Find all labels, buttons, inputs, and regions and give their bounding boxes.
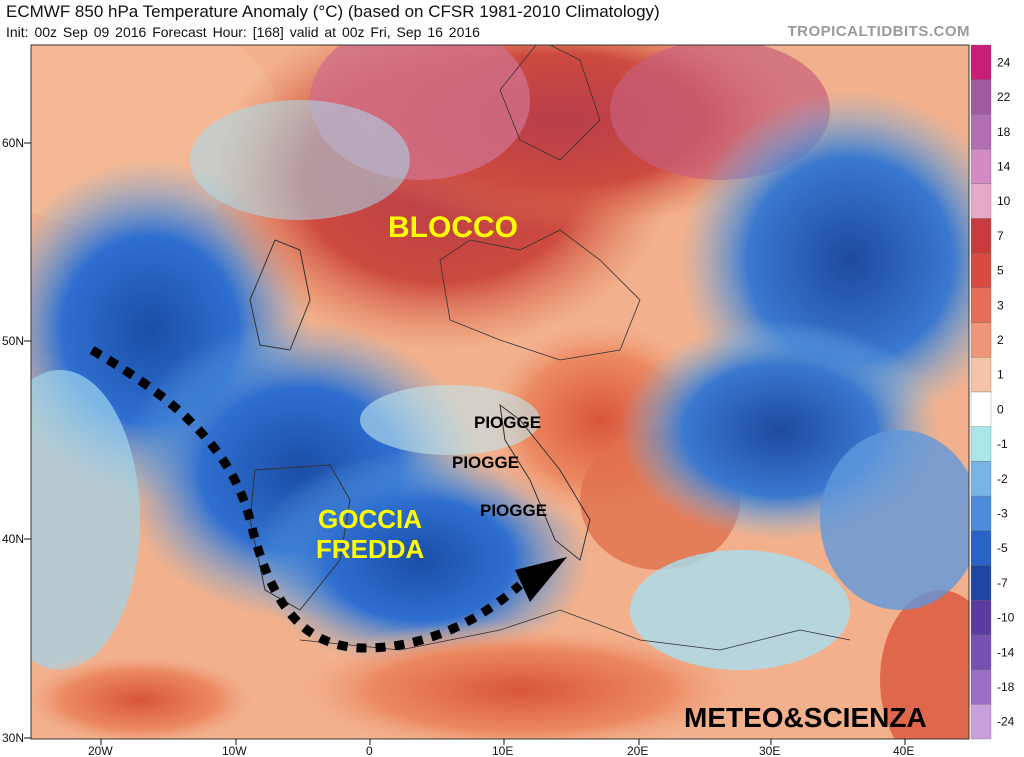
colorbar-swatch xyxy=(970,357,992,393)
colorbar-swatch xyxy=(970,79,992,115)
colorbar-label: -1 xyxy=(997,437,1008,451)
colorbar-label: 24 xyxy=(997,55,1011,69)
map-field xyxy=(31,45,969,739)
lon-tick-10e: 10E xyxy=(492,744,513,757)
lat-tick-40n: 40N xyxy=(2,532,24,546)
latitude-axis: 60N 50N 40N 30N xyxy=(2,136,31,745)
lon-tick-20w: 20W xyxy=(88,744,113,757)
colorbar-swatch xyxy=(970,218,992,254)
colorbar-label: 3 xyxy=(997,298,1004,312)
colorbar-label: -3 xyxy=(997,506,1008,520)
lon-tick-0: 0 xyxy=(366,744,373,757)
watermark-meteo-scienza: METEO&SCIENZA xyxy=(684,702,927,733)
label-piogge-2: PIOGGE xyxy=(452,453,519,472)
colorbar-label: -5 xyxy=(997,541,1008,555)
colorbar-swatch xyxy=(970,461,992,497)
colorbar-label: 14 xyxy=(997,159,1011,173)
label-goccia: GOCCIA xyxy=(318,504,422,534)
colorbar-label: 1 xyxy=(997,368,1004,382)
lon-tick-20e: 20E xyxy=(627,744,648,757)
colorbar-swatch xyxy=(970,322,992,358)
colorbar-swatch xyxy=(970,391,992,427)
label-piogge-3: PIOGGE xyxy=(480,501,547,520)
trajectory-arrowhead-icon xyxy=(515,557,567,602)
colorbar-label: 22 xyxy=(997,90,1011,104)
colorbar-swatch xyxy=(970,183,992,219)
cold-drop-trajectory xyxy=(89,346,523,653)
colorbar-label: 2 xyxy=(997,333,1004,347)
colorbar-swatch xyxy=(970,600,992,636)
label-piogge-1: PIOGGE xyxy=(474,413,541,432)
colorbar-label: 5 xyxy=(997,264,1004,278)
colorbar-swatch xyxy=(970,530,992,566)
colorbar-swatch xyxy=(970,44,992,80)
chart-subtitle: Init: 00z Sep 09 2016 Forecast Hour: [16… xyxy=(6,24,480,40)
label-blocco: BLOCCO xyxy=(388,211,518,244)
colorbar-label: -7 xyxy=(997,576,1008,590)
colorbar-label: -2 xyxy=(997,472,1008,486)
colorbar-label: 0 xyxy=(997,402,1004,416)
lon-tick-30e: 30E xyxy=(759,744,780,757)
colorbar-swatch xyxy=(970,634,992,670)
chart-title: ECMWF 850 hPa Temperature Anomaly (°C) (… xyxy=(6,2,660,21)
colorbar-swatch xyxy=(970,495,992,531)
colorbar-swatch xyxy=(970,148,992,184)
colorbar-swatch xyxy=(970,114,992,150)
colorbar-label: 10 xyxy=(997,194,1011,208)
lon-tick-10w: 10W xyxy=(222,744,247,757)
longitude-axis: 20W 10W 0 10E 20E 30E 40E xyxy=(88,739,914,757)
colorbar-swatch xyxy=(970,565,992,601)
label-fredda: FREDDA xyxy=(316,534,425,564)
colorbar-label: 18 xyxy=(997,125,1011,139)
colorbar-swatch xyxy=(970,253,992,289)
colorbar-swatch xyxy=(970,287,992,323)
lon-tick-40e: 40E xyxy=(893,744,914,757)
lat-tick-30n: 30N xyxy=(2,731,24,745)
source-credit: TROPICALTIDBITS.COM xyxy=(787,23,970,40)
colorbar-label: 7 xyxy=(997,229,1004,243)
colorbar-label: -10 xyxy=(997,611,1015,625)
colorbar-swatch xyxy=(970,669,992,705)
colorbar-label: -18 xyxy=(997,680,1015,694)
colorbar-label: -14 xyxy=(997,645,1015,659)
colorbar-swatch xyxy=(970,704,992,740)
lat-tick-60n: 60N xyxy=(2,136,24,150)
lat-tick-50n: 50N xyxy=(2,334,24,348)
colorbar-label: -24 xyxy=(997,715,1015,729)
colorbar-swatch xyxy=(970,426,992,462)
